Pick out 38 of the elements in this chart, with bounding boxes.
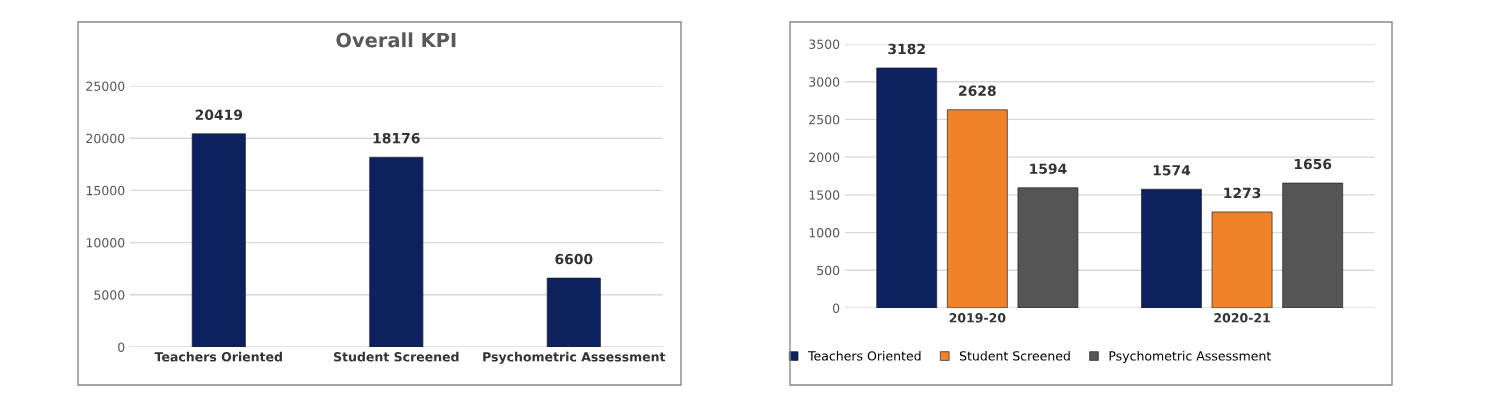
bar bbox=[191, 133, 246, 347]
data-label: 6600 bbox=[555, 253, 593, 265]
data-label: 18176 bbox=[373, 132, 420, 144]
data-label: 1273 bbox=[1224, 187, 1261, 199]
y-tick-label: 5000 bbox=[94, 290, 125, 300]
x-tick-label: Teachers Oriented bbox=[154, 351, 282, 362]
data-label: 1574 bbox=[1153, 165, 1191, 176]
bar bbox=[1282, 182, 1344, 308]
y-tick-label: 3500 bbox=[809, 39, 840, 49]
data-label: 1656 bbox=[1294, 158, 1332, 170]
y-tick-label: 2500 bbox=[809, 114, 840, 125]
y-tick-label: 1000 bbox=[809, 228, 840, 238]
y-tick-label: 500 bbox=[817, 265, 840, 276]
x-tick-label: 2020-21 bbox=[1214, 313, 1270, 323]
bar bbox=[946, 109, 1008, 308]
data-label: 3182 bbox=[888, 43, 925, 55]
x-tick-label: Student Screened bbox=[334, 351, 459, 362]
y-tick-label: 0 bbox=[832, 303, 840, 313]
y-tick-label: 1500 bbox=[809, 190, 840, 200]
y-tick-label: 2000 bbox=[809, 152, 840, 163]
x-tick-label: Psychometric Assessment bbox=[483, 351, 666, 365]
x-tick-label: 2019-20 bbox=[949, 313, 1006, 323]
y-tick-label: 25000 bbox=[86, 81, 125, 91]
y-tick-label: 15000 bbox=[86, 185, 125, 196]
chart-title: Overall KPI bbox=[336, 32, 456, 48]
bar bbox=[876, 67, 938, 308]
y-tick-label: 10000 bbox=[86, 238, 125, 248]
bar bbox=[1141, 188, 1202, 308]
y-tick-label: 0 bbox=[118, 342, 125, 352]
bar bbox=[369, 156, 424, 347]
y-tick-label: 20000 bbox=[86, 133, 125, 144]
data-label: 2628 bbox=[959, 85, 996, 96]
bar bbox=[1017, 187, 1079, 308]
bar bbox=[546, 277, 601, 347]
data-label: 1594 bbox=[1030, 163, 1067, 174]
data-label: 20419 bbox=[195, 109, 243, 121]
y-tick-label: 3000 bbox=[809, 77, 840, 87]
bar bbox=[1211, 211, 1273, 308]
